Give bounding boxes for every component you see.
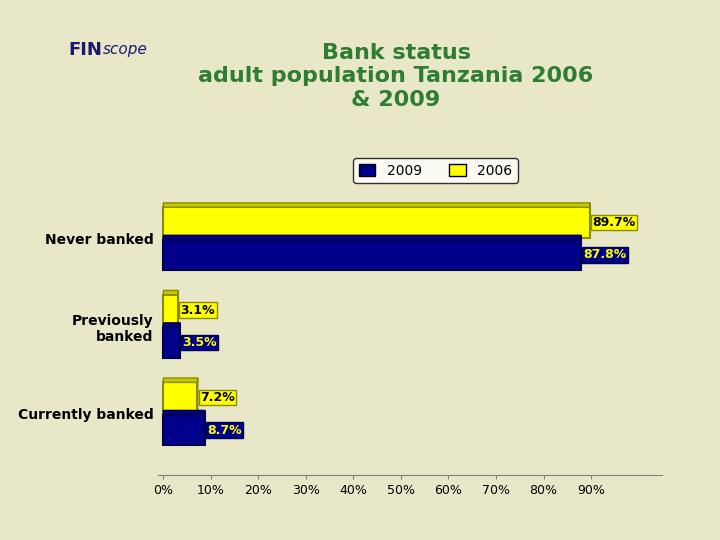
Polygon shape	[163, 378, 198, 382]
Polygon shape	[163, 410, 205, 415]
Text: Bank status
adult population Tanzania 2006
& 2009: Bank status adult population Tanzania 20…	[199, 43, 593, 110]
Text: scope: scope	[103, 42, 148, 57]
Bar	[163, 382, 197, 413]
Bar	[163, 327, 180, 358]
Text: 7.2%: 7.2%	[200, 391, 235, 404]
Bar	[163, 295, 178, 326]
Polygon shape	[163, 323, 180, 327]
Text: 8.7%: 8.7%	[207, 423, 242, 437]
Polygon shape	[163, 291, 179, 295]
Text: 3.5%: 3.5%	[183, 336, 217, 349]
Text: FIN: FIN	[69, 40, 103, 59]
Text: 87.8%: 87.8%	[583, 248, 626, 261]
Text: 89.7%: 89.7%	[593, 216, 636, 229]
Legend: 2009, 2006: 2009, 2006	[354, 158, 518, 183]
Polygon shape	[163, 235, 581, 240]
Bar	[163, 415, 204, 446]
Bar	[163, 240, 580, 271]
Bar	[163, 207, 590, 238]
Text: 3.1%: 3.1%	[181, 303, 215, 316]
Polygon shape	[163, 203, 590, 207]
